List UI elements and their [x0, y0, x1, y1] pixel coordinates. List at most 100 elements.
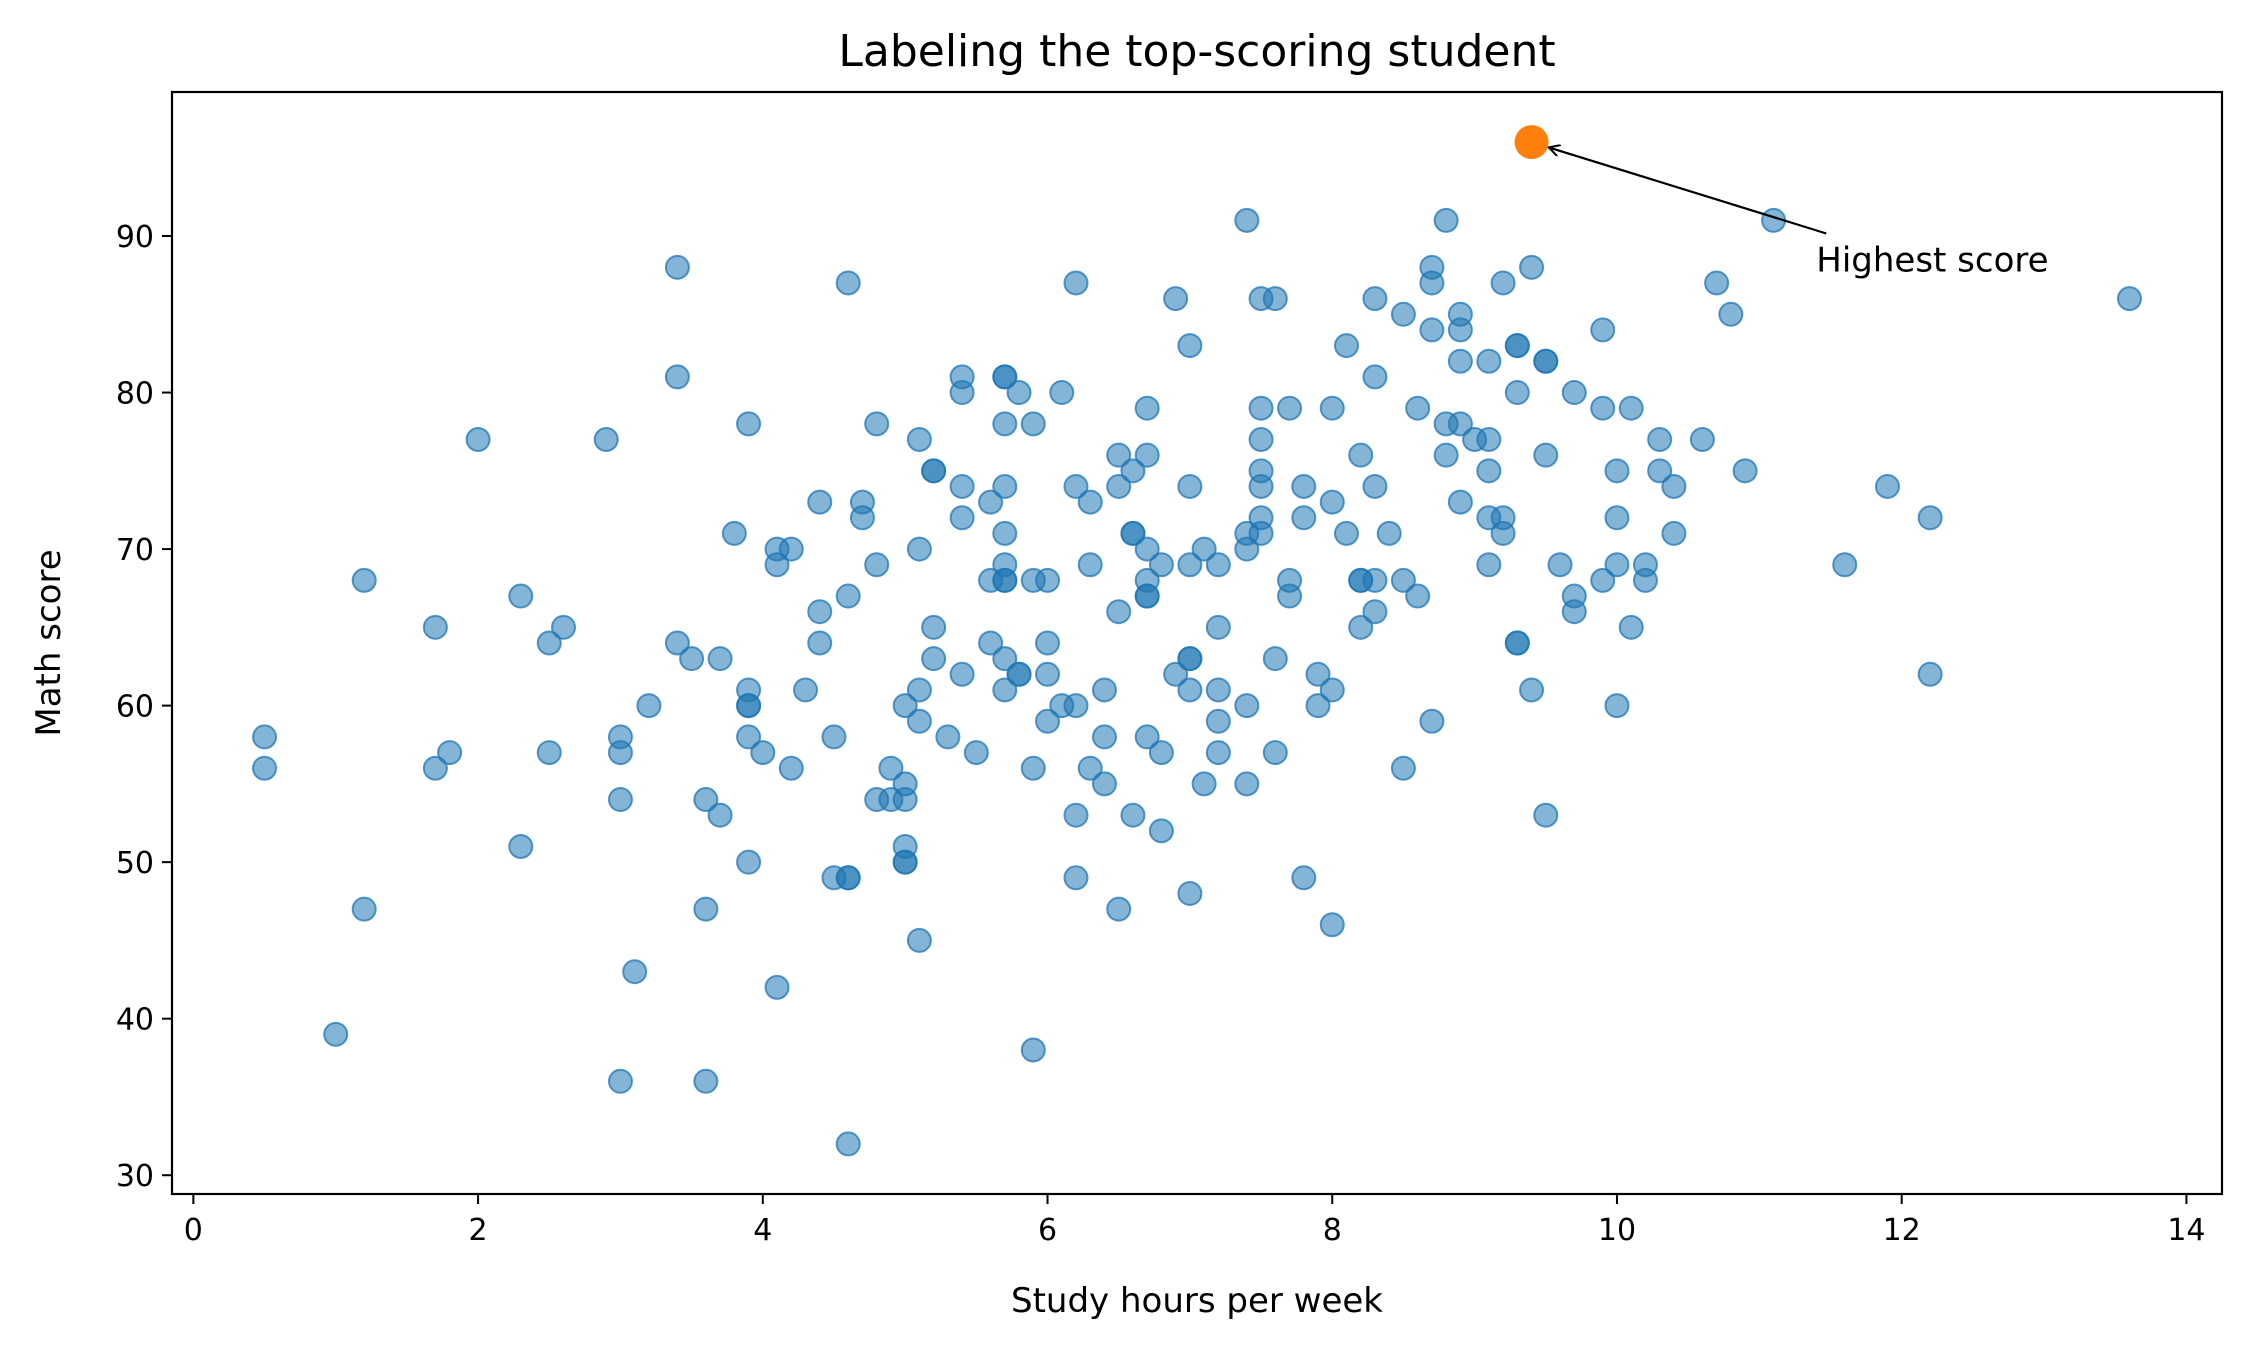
data-point [1519, 677, 1545, 703]
data-point [351, 896, 377, 922]
data-point [793, 677, 819, 703]
data-point [1234, 536, 1260, 562]
data-point [1390, 755, 1416, 781]
data-point [1604, 693, 1630, 719]
data-point [1106, 442, 1132, 468]
data-point [1447, 317, 1473, 343]
data-point [1035, 630, 1061, 656]
data-point [935, 724, 961, 750]
data-point [1177, 677, 1203, 703]
x-tick-label: 10 [1598, 1213, 1636, 1248]
data-point [1148, 818, 1174, 844]
data-point [1333, 520, 1359, 546]
x-tick-label: 8 [1323, 1213, 1342, 1248]
data-point [978, 489, 1004, 515]
data-point [1248, 473, 1274, 499]
y-tick-label: 60 [116, 690, 154, 725]
data-point [1447, 348, 1473, 374]
data-point [1134, 724, 1160, 750]
data-point [252, 724, 278, 750]
data-point [1091, 724, 1117, 750]
data-point [821, 724, 847, 750]
data-point [736, 411, 762, 437]
data-point [906, 708, 932, 734]
data-point [1205, 677, 1231, 703]
data-point [1319, 395, 1345, 421]
data-point [1604, 505, 1630, 531]
data-point [1547, 552, 1573, 578]
data-point [1063, 270, 1089, 296]
data-point [1533, 442, 1559, 468]
data-point [835, 1131, 861, 1157]
y-axis-label: Math score [29, 549, 69, 736]
data-point [1205, 708, 1231, 734]
data-point [1177, 880, 1203, 906]
data-point [764, 552, 790, 578]
y-tick-label: 80 [116, 377, 154, 412]
data-point [736, 693, 762, 719]
data-point [422, 614, 448, 640]
data-point [1504, 380, 1530, 406]
data-point [679, 646, 705, 672]
data-point [807, 630, 833, 656]
data-point [1106, 599, 1132, 625]
data-point [693, 896, 719, 922]
data-point [892, 787, 918, 813]
data-point [1390, 301, 1416, 327]
data-point [1405, 395, 1431, 421]
data-point [1561, 599, 1587, 625]
data-point [1362, 473, 1388, 499]
data-point [1049, 380, 1075, 406]
data-point [1077, 755, 1103, 781]
data-point [1035, 661, 1061, 687]
data-point [1647, 458, 1673, 484]
data-point [536, 740, 562, 766]
x-tick-label: 4 [753, 1213, 772, 1248]
data-point [1106, 896, 1132, 922]
y-tick-label: 50 [116, 846, 154, 881]
data-point [992, 677, 1018, 703]
axis-ticks: 0 2 4 6 8 10 12 14 30 40 50 60 70 80 90 [116, 220, 2206, 1248]
data-point [1476, 458, 1502, 484]
data-point [1874, 473, 1900, 499]
data-point [1689, 427, 1715, 453]
data-point [992, 473, 1018, 499]
data-point [1035, 708, 1061, 734]
data-point [835, 865, 861, 891]
data-point [1020, 411, 1046, 437]
data-point [1319, 677, 1345, 703]
data-point [1205, 740, 1231, 766]
data-point [906, 927, 932, 953]
annotation-arrow [1549, 147, 1827, 235]
data-point [1533, 802, 1559, 828]
data-point [1590, 395, 1616, 421]
data-point [1376, 520, 1402, 546]
data-point [1433, 442, 1459, 468]
annotation: Highest score [1549, 147, 2049, 280]
data-point [1291, 473, 1317, 499]
data-point [1262, 740, 1288, 766]
data-point [1718, 301, 1744, 327]
data-point [1177, 333, 1203, 359]
data-point [550, 614, 576, 640]
data-point [1163, 661, 1189, 687]
data-point [807, 599, 833, 625]
data-point [906, 536, 932, 562]
data-point [1234, 693, 1260, 719]
data-point [1590, 317, 1616, 343]
data-point [1419, 270, 1445, 296]
data-point [878, 755, 904, 781]
data-point [1604, 458, 1630, 484]
x-tick-label: 6 [1038, 1213, 1057, 1248]
data-point [1390, 567, 1416, 593]
x-tick-label: 0 [184, 1213, 203, 1248]
data-point [736, 849, 762, 875]
data-point [1618, 395, 1644, 421]
data-point [978, 630, 1004, 656]
y-tick-label: 70 [116, 533, 154, 568]
data-point [778, 536, 804, 562]
data-point [1120, 802, 1146, 828]
data-point [1618, 614, 1644, 640]
data-point [1447, 489, 1473, 515]
data-point [1177, 552, 1203, 578]
